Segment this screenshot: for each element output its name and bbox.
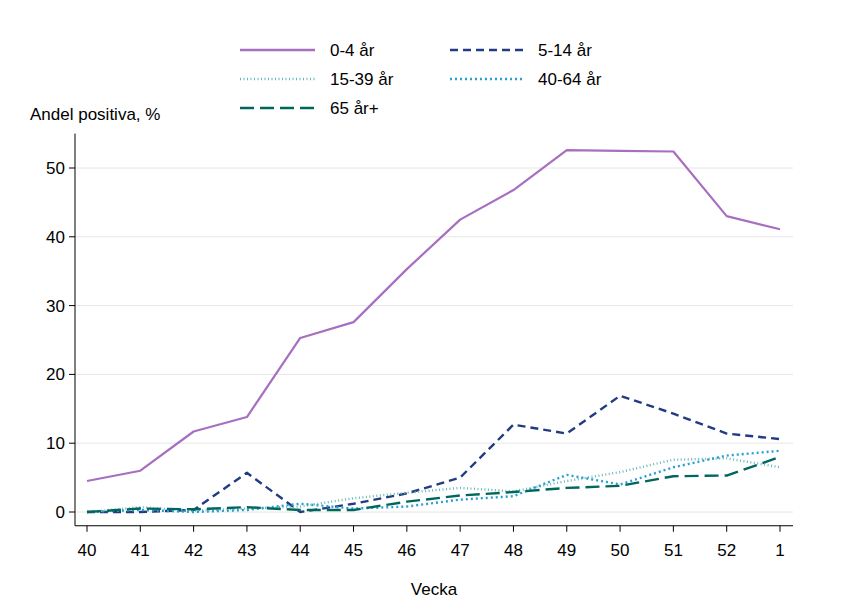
x-tick-label: 44 (291, 541, 310, 560)
x-tick-label: 48 (504, 541, 523, 560)
x-tick (513, 526, 514, 532)
legend-label: 40-64 år (538, 70, 602, 89)
grid-line (75, 305, 793, 306)
x-tick (406, 526, 407, 532)
x-tick-label: 47 (451, 541, 470, 560)
series-group (87, 150, 780, 512)
legend-label: 5-14 år (538, 41, 592, 60)
y-tick (69, 374, 75, 375)
x-tick-label: 43 (237, 541, 256, 560)
legend-label: 65 år+ (330, 99, 379, 118)
y-tick-label: 10 (46, 434, 65, 453)
grid-line (75, 236, 793, 237)
x-tick (87, 526, 88, 532)
y-tick-label: 0 (56, 503, 65, 522)
series-line (87, 396, 780, 512)
x-tick (193, 526, 194, 532)
x-tick-label: 45 (344, 541, 363, 560)
y-tick (69, 512, 75, 513)
y-tick-label: 50 (46, 159, 65, 178)
x-tick (300, 526, 301, 532)
x-tick (246, 526, 247, 532)
legend-label: 0-4 år (330, 41, 375, 60)
x-tick-label: 1 (775, 541, 784, 560)
series-line (87, 150, 780, 481)
y-axis-label: Andel positiva, % (30, 105, 160, 124)
x-tick (726, 526, 727, 532)
x-axis (75, 525, 793, 526)
grid-line (75, 443, 793, 444)
y-tick (69, 305, 75, 306)
x-tick-label: 42 (184, 541, 203, 560)
legend-label: 15-39 år (330, 70, 394, 89)
y-tick-label: 20 (46, 365, 65, 384)
legend-swatch (240, 78, 315, 80)
y-axis (75, 134, 76, 526)
x-tick (780, 526, 781, 532)
x-axis-label: Vecka (411, 580, 458, 599)
series-line (87, 458, 780, 512)
x-tick (673, 526, 674, 532)
x-tick (566, 526, 567, 532)
x-tick-label: 40 (78, 541, 97, 560)
legend-swatch (450, 49, 523, 51)
x-tick-label: 52 (717, 541, 736, 560)
series-line (87, 451, 780, 512)
x-tick-label: 50 (611, 541, 630, 560)
x-tick (460, 526, 461, 532)
y-tick (69, 236, 75, 237)
x-tick (140, 526, 141, 532)
grid-line (75, 374, 793, 375)
x-tick (620, 526, 621, 532)
y-tick (69, 168, 75, 169)
legend-swatch (240, 107, 315, 109)
x-tick-label: 41 (131, 541, 150, 560)
y-tick-label: 40 (46, 228, 65, 247)
x-tick-label: 51 (664, 541, 683, 560)
y-tick-label: 30 (46, 297, 65, 316)
x-tick-label: 49 (557, 541, 576, 560)
x-tick (353, 526, 354, 532)
chart: 0 10 20 30 40 50 40 41 42 43 44 45 46 47 48 49 50 51 52 1 An… (0, 0, 847, 616)
x-tick-label: 46 (397, 541, 416, 560)
y-tick (69, 443, 75, 444)
series-line (87, 457, 780, 512)
legend-swatch (240, 49, 315, 51)
legend-swatch (450, 78, 523, 80)
